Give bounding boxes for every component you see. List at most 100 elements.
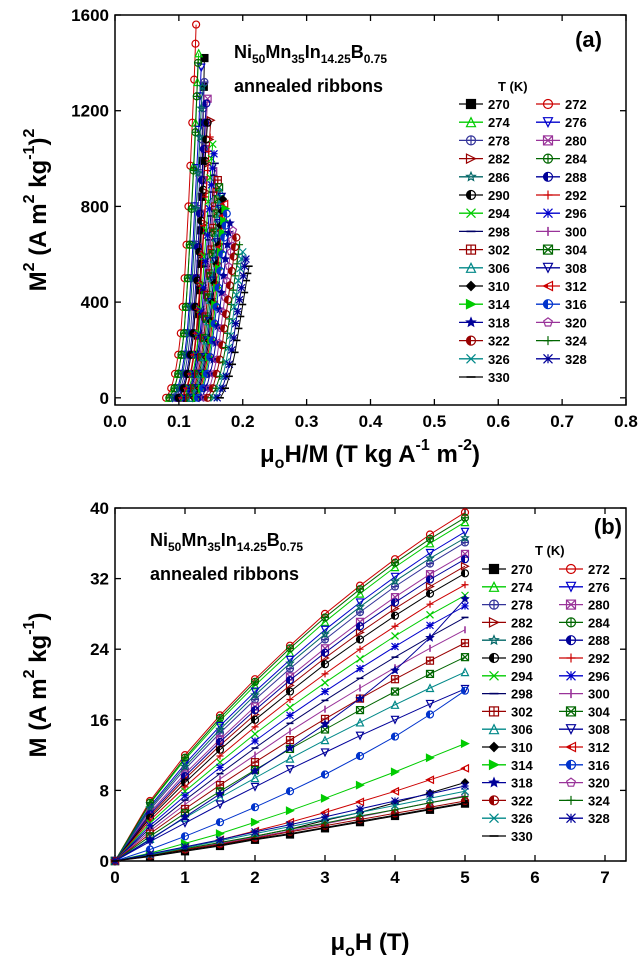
data-point: [250, 687, 260, 697]
legend-label: 330: [488, 370, 510, 385]
legend-entry-302: 302: [459, 243, 510, 258]
data-point: [193, 276, 202, 285]
data-point: [390, 604, 400, 614]
data-point: [356, 654, 364, 663]
data-point: [285, 753, 295, 763]
data-point: [202, 226, 211, 235]
data-point: [200, 53, 209, 63]
data-point: [425, 538, 435, 548]
legend-marker: [542, 299, 554, 310]
series-284: [165, 58, 203, 402]
y-tick-label: 16: [90, 711, 109, 730]
legend-marker: [488, 723, 500, 735]
x-tick-label: 0.2: [231, 412, 255, 431]
series-line: [114, 537, 466, 862]
data-point: [320, 719, 330, 729]
sample-label-b: annealed ribbons: [150, 564, 299, 584]
composition-label-b: Ni50Mn35In14.25B0.75: [150, 530, 303, 554]
data-point: [251, 737, 259, 745]
legend-label: 326: [511, 811, 533, 826]
x-tick-label: 6: [530, 868, 539, 887]
legend-entry-316: 316: [536, 297, 587, 312]
legend-label: 300: [588, 687, 610, 702]
legend-label: 322: [488, 334, 510, 349]
data-point: [355, 598, 365, 608]
data-point: [201, 257, 210, 266]
data-point: [390, 665, 400, 675]
data-point: [460, 561, 470, 571]
data-point: [212, 384, 220, 392]
data-point: [174, 369, 183, 378]
x-axis-label-b: μoH (T): [330, 929, 409, 960]
x-tick-label: 0.1: [167, 412, 191, 431]
legend-entry-288: 288: [536, 170, 587, 185]
legend-marker: [542, 135, 554, 146]
data-point: [390, 675, 400, 684]
legend-marker: [566, 653, 576, 663]
data-point: [355, 717, 365, 727]
legend-a: 270 272 274 276 278 280 282 284 286 288 290 292 294 2…: [459, 97, 587, 385]
legend-entry-290: 290: [459, 188, 510, 203]
data-point: [216, 372, 224, 380]
data-point: [250, 677, 260, 686]
data-point: [229, 334, 238, 342]
legend-title-b: T (K): [535, 543, 565, 558]
legend-entry-270: 270: [482, 562, 533, 577]
data-point: [199, 283, 208, 292]
legend-entry-276: 276: [536, 115, 587, 130]
data-point: [285, 658, 295, 668]
data-point: [390, 699, 400, 709]
x-tick-label: 0.0: [103, 412, 127, 431]
legend-entry-324: 324: [536, 334, 587, 349]
data-point: [460, 555, 470, 564]
legend-label: 278: [488, 133, 510, 148]
data-point: [356, 645, 364, 653]
data-point: [286, 696, 294, 704]
data-point: [390, 611, 400, 620]
legend-label: 304: [565, 243, 587, 258]
data-point: [236, 241, 244, 249]
x-tick-label: 0.8: [614, 412, 638, 431]
legend-entry-324: 324: [559, 793, 610, 808]
legend-entry-318: 318: [482, 776, 533, 791]
legend-marker: [465, 298, 477, 310]
legend-entry-330: 330: [459, 370, 510, 385]
legend-entry-306: 306: [459, 261, 510, 276]
legend-label: 328: [588, 811, 610, 826]
y-tick-label: 32: [90, 570, 109, 589]
legend-marker: [489, 670, 499, 681]
data-point: [146, 821, 154, 830]
legend-entry-298: 298: [482, 687, 533, 702]
data-point: [216, 835, 224, 844]
data-point: [425, 683, 435, 693]
legend-label: 288: [588, 633, 610, 648]
legend-marker: [565, 706, 577, 717]
x-ticks-b: 0 1 2 3 4 5 6 7: [110, 508, 610, 887]
legend-label: 270: [511, 562, 533, 577]
data-point: [320, 648, 330, 657]
data-point: [196, 103, 207, 113]
data-point: [181, 842, 189, 851]
legend-marker: [465, 116, 477, 128]
legend-entry-286: 286: [482, 633, 533, 648]
legend-label: 298: [488, 224, 510, 239]
legend-title-a: T (K): [498, 79, 528, 94]
legend-label: 308: [588, 722, 610, 737]
data-point: [425, 575, 435, 584]
legend-marker: [542, 280, 554, 292]
data-point: [203, 118, 212, 127]
legend-entry-304: 304: [559, 704, 610, 719]
legend-marker: [488, 795, 500, 806]
data-point: [215, 788, 225, 799]
legend-label: 326: [488, 352, 510, 367]
legend-entry-330: 330: [482, 829, 533, 844]
data-point: [180, 818, 190, 828]
legend-entry-282: 282: [459, 152, 510, 167]
legend-label: 320: [565, 315, 587, 330]
legend-entry-326: 326: [459, 352, 510, 367]
series-288: [110, 555, 470, 866]
legend-entry-318: 318: [459, 315, 510, 330]
data-point: [223, 227, 234, 237]
data-point: [460, 686, 470, 695]
legend-label: 318: [511, 776, 533, 791]
